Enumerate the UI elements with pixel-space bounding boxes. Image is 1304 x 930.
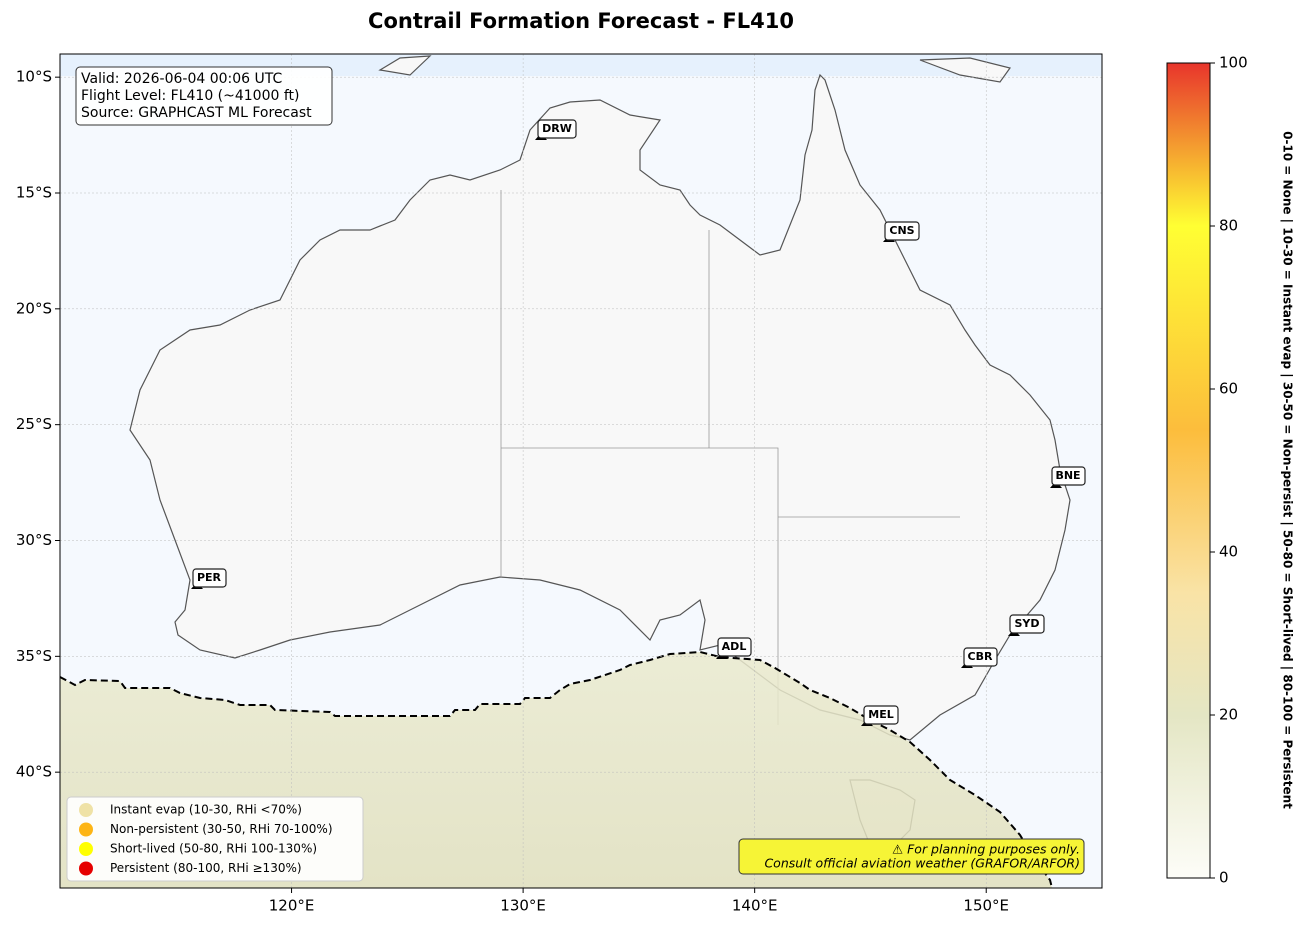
- grid: [60, 54, 1102, 888]
- landmass: [129, 73, 1071, 741]
- map: [60, 54, 1102, 888]
- airport: SYD: [1008, 614, 1045, 636]
- disclaimer-line: Consult official aviation weather (GRAFO…: [764, 856, 1080, 871]
- info-line: Valid: 2026-06-04 00:06 UTC: [81, 71, 282, 87]
- island: [378, 55, 432, 76]
- info-box: Valid: 2026-06-04 00:06 UTC Flight Level…: [75, 66, 333, 126]
- legend-marker: [79, 822, 93, 837]
- airport-box: [863, 705, 899, 725]
- disclaimer-box: [738, 838, 1085, 875]
- airport-label: MEL: [868, 708, 893, 721]
- colorbar-tick-label: 60: [1219, 380, 1238, 398]
- airport: PER: [191, 568, 227, 589]
- airport-box: [963, 647, 998, 667]
- legend-label: Persistent (80-100, RHi ≥130%): [110, 861, 302, 875]
- y-tick-label: 25°S: [16, 415, 52, 433]
- chart-title: Contrail Formation Forecast - FL410: [368, 9, 794, 33]
- airport-label: CBR: [968, 650, 993, 663]
- disclaimer: ⚠ For planning purposes only. Consult of…: [738, 838, 1085, 875]
- colorbar-label: 0-10 = None | 10-30 = Instant evap | 30-…: [1281, 131, 1295, 809]
- x-tick-label: 150°E: [963, 897, 1009, 915]
- info-frame: [75, 66, 333, 126]
- legend-marker: [79, 803, 93, 817]
- y-tick-label: 10°S: [16, 68, 52, 86]
- airport-label: BNE: [1055, 469, 1080, 482]
- airport-label: DRW: [542, 122, 572, 135]
- x-tick-label: 130°E: [500, 897, 546, 915]
- airport-box: [1051, 466, 1086, 486]
- y-tick-label: 15°S: [16, 184, 52, 202]
- y-tick-label: 40°S: [16, 763, 52, 781]
- legend-label: Short-lived (50-80, RHi 100-130%): [110, 842, 317, 856]
- airport-label: ADL: [722, 640, 747, 653]
- map-frame: [59, 53, 1103, 889]
- colorbar-tick-label: 0: [1219, 869, 1229, 887]
- airports: DRW CNS BNE PER ADL SYD CBR MEL: [191, 119, 1086, 726]
- island: [919, 57, 1012, 83]
- airport-box: [717, 637, 752, 657]
- airport: DRW: [535, 119, 577, 140]
- airport: CBR: [961, 647, 998, 668]
- legend: Instant evap (10-30, RHi <70%) Non-persis…: [66, 796, 364, 882]
- airport-box: [1009, 614, 1045, 634]
- airport-label: PER: [197, 571, 222, 584]
- airport: CNS: [883, 221, 920, 242]
- airport-label: CNS: [889, 224, 914, 237]
- airport-box: [192, 568, 227, 588]
- legend-frame: [66, 796, 364, 882]
- x-tick-label: 140°E: [732, 897, 778, 915]
- state-border: [500, 190, 960, 725]
- x-tick-label: 120°E: [269, 897, 315, 915]
- colorbar-tick-label: 40: [1219, 543, 1238, 561]
- airport-box: [884, 221, 920, 241]
- axes: 120°E 130°E 140°E 150°E 10°S 15°S 20°S 25°S 30°S…: [16, 68, 1009, 915]
- colorbar-tick-label: 20: [1219, 706, 1238, 724]
- legend-marker: [79, 861, 93, 876]
- airport: MEL: [861, 705, 899, 726]
- y-tick-label: 35°S: [16, 647, 52, 665]
- info-line: Flight Level: FL410 (~41000 ft): [81, 88, 300, 104]
- colorbar-tick-label: 100: [1219, 54, 1248, 72]
- y-tick-label: 30°S: [16, 531, 52, 549]
- colorbar: [1166, 62, 1211, 879]
- contour-line: [60, 650, 1053, 888]
- airport-label: SYD: [1014, 617, 1039, 630]
- disclaimer-line: ⚠ For planning purposes only.: [892, 842, 1080, 857]
- colorbar-tick-label: 80: [1219, 217, 1238, 235]
- info-line: Source: GRAPHCAST ML Forecast: [81, 105, 312, 121]
- airport: BNE: [1050, 466, 1086, 488]
- airport: ADL: [716, 637, 752, 659]
- airport-box: [537, 119, 577, 139]
- legend-label: Instant evap (10-30, RHi <70%): [110, 803, 302, 817]
- y-tick-label: 20°S: [16, 299, 52, 317]
- legend-marker: [79, 842, 93, 856]
- legend-label: Non-persistent (30-50, RHi 70-100%): [110, 822, 333, 836]
